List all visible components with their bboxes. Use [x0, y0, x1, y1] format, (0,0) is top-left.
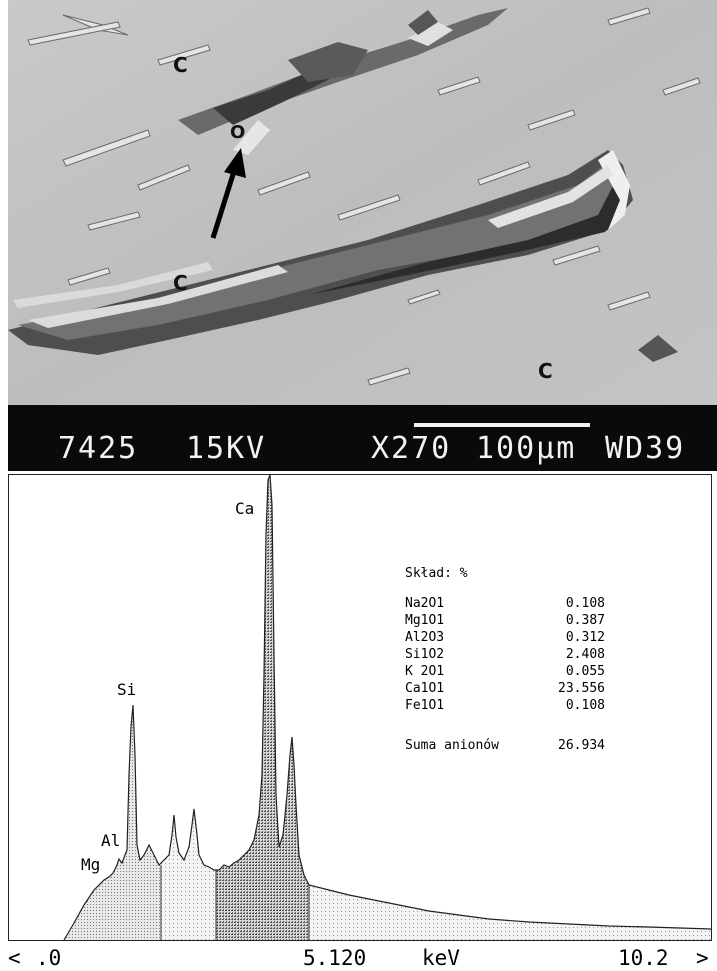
spectrum-outline — [63, 475, 711, 940]
oxide-name: Ca1O1 — [405, 681, 445, 696]
peak-label-mg: Mg — [81, 855, 101, 874]
sem-micrograph: C C C O — [8, 0, 717, 405]
oxide-value: 0.055 — [565, 664, 605, 679]
o-marker-label: O — [230, 122, 245, 143]
composition-row: Ca1O1 23.556 — [405, 681, 605, 697]
sem-info-bar: 7425 15KV X270 100µm WD39 — [8, 405, 717, 471]
energy-axis: < .0 5.120 keV 10.2 > — [8, 944, 717, 971]
eds-spectrum-panel: Ca Si Al Mg — [8, 474, 712, 941]
c-label-left: C — [173, 271, 188, 295]
sum-label: Suma anionów — [405, 738, 499, 753]
fracture-band — [8, 150, 633, 355]
scale-bar — [414, 423, 590, 427]
magnification-readout: X270 — [371, 431, 452, 466]
working-distance-readout: WD39 — [605, 431, 686, 466]
oxide-name: Si1O2 — [405, 647, 445, 662]
composition-row: Fe1O1 0.108 — [405, 698, 605, 714]
axis-end-label: 10.2 — [618, 946, 669, 970]
c-label-bottom: C — [538, 359, 553, 383]
oxide-value: 0.108 — [565, 596, 605, 611]
axis-start-label: .0 — [36, 946, 62, 970]
oxide-value: 2.408 — [565, 647, 605, 662]
axis-unit-label: keV — [422, 946, 460, 970]
c-label-top: C — [173, 53, 188, 77]
spectrum-plot — [63, 475, 711, 940]
scroll-left-icon[interactable]: < — [8, 946, 21, 970]
composition-title: Skład: % — [405, 566, 468, 581]
oxide-value: 23.556 — [558, 681, 605, 696]
fracture-cluster-upper — [178, 8, 508, 155]
oxide-value: 0.108 — [565, 698, 605, 713]
surface-streaks — [27, 7, 701, 386]
composition-sum-row: Suma anionów 26.934 — [405, 738, 605, 754]
scroll-right-icon[interactable]: > — [696, 946, 709, 970]
peak-label-si: Si — [117, 680, 137, 699]
peak-label-ca: Ca — [235, 499, 255, 518]
oxide-value: 0.387 — [565, 613, 605, 628]
oxide-name: Al2O3 — [405, 630, 445, 645]
oxide-value: 0.312 — [565, 630, 605, 645]
voltage-readout: 15KV — [186, 431, 267, 466]
composition-row: Na2O1 0.108 — [405, 596, 605, 612]
composition-row: Mg1O1 0.387 — [405, 613, 605, 629]
oxide-name: Fe1O1 — [405, 698, 445, 713]
composition-row: Si1O2 2.408 — [405, 647, 605, 663]
arrow-icon — [210, 148, 246, 239]
composition-row: Al2O3 0.312 — [405, 630, 605, 646]
oxide-name: Mg1O1 — [405, 613, 445, 628]
photo-number: 7425 — [58, 431, 139, 466]
oxide-name: Na2O1 — [405, 596, 445, 611]
scale-readout: 100µm — [476, 431, 577, 466]
sum-value: 26.934 — [558, 738, 605, 753]
axis-mid-label: 5.120 — [303, 946, 367, 970]
oxide-name: K 2O1 — [405, 664, 445, 679]
composition-row: K 2O1 0.055 — [405, 664, 605, 680]
peak-label-al: Al — [101, 831, 121, 850]
